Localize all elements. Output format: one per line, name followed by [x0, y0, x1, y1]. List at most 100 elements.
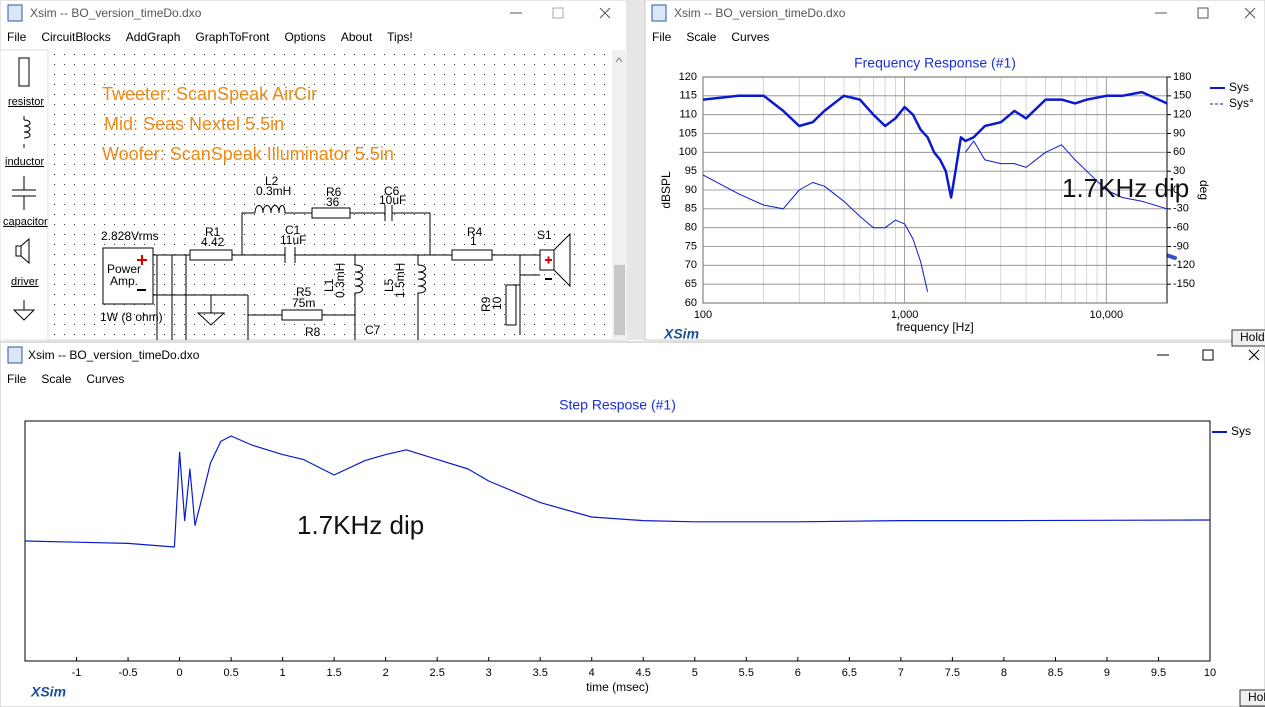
schematic-label: R6 [326, 185, 342, 199]
chart-title: Step Respose (#1) [559, 397, 676, 413]
maximize-button[interactable] [1197, 7, 1209, 19]
schematic-label: 36 [326, 195, 340, 209]
schematic-label: R5 [296, 285, 312, 299]
x-tick-label: 4.5 [636, 667, 651, 679]
schematic-note: Mid: Seas Nextel 5.5in [104, 114, 284, 134]
schematic-label: L2 [265, 174, 279, 188]
x-tick-label: 5 [692, 667, 698, 679]
x-tick-label: 6.5 [842, 667, 857, 679]
series-line [702, 90, 1168, 199]
schematic-label: 0.3mH [256, 184, 291, 198]
schematic-label: L5 [382, 278, 396, 292]
x-tick-label: 0 [177, 667, 183, 679]
palette-item[interactable]: inductor [5, 156, 44, 168]
hold-button[interactable]: Hold [1240, 330, 1265, 344]
legend-label: Sys° [1229, 96, 1254, 110]
menu-item[interactable]: Options [284, 30, 325, 44]
menu-item[interactable]: Curves [86, 372, 124, 386]
y2-tick-label: 30 [1173, 165, 1185, 177]
menu-item[interactable]: Curves [731, 30, 769, 44]
hold-button-frame[interactable] [1239, 689, 1265, 707]
watermark: XSim [663, 326, 699, 342]
y-tick-label: 90 [685, 184, 697, 196]
menu-item[interactable]: About [341, 30, 373, 44]
menu-item[interactable]: Tips! [387, 30, 413, 44]
schematic-label: 10uF [379, 193, 406, 207]
close-button[interactable] [1248, 349, 1260, 361]
palette-item[interactable]: resistor [8, 96, 44, 108]
annotation: 1.7KHz dip [297, 510, 424, 540]
x-tick-label: 5.5 [739, 667, 754, 679]
schematic-label: R8 [305, 325, 321, 339]
chart-title: Frequency Response (#1) [854, 55, 1016, 71]
maximize-button[interactable] [1202, 349, 1214, 361]
plot-area [24, 420, 1211, 662]
y2-tick-label: 120 [1173, 109, 1191, 121]
schematic-label: C6 [384, 184, 400, 198]
palette-item[interactable]: driver [11, 276, 39, 288]
series-line [964, 140, 1168, 210]
schematic-label: 1W (8 ohm) [100, 310, 163, 324]
menu-item[interactable]: CircuitBlocks [41, 30, 110, 44]
y-tick-label: 75 [685, 240, 697, 252]
window-title: Xsim -- BO_version_timeDo.dxo [30, 6, 202, 20]
x-tick-label: 2 [383, 667, 389, 679]
x-tick-label: -0.5 [119, 667, 138, 679]
y-tick-label: 115 [679, 90, 697, 102]
x-tick-label: 7.5 [945, 667, 960, 679]
schematic-label: S1 [537, 228, 552, 242]
menu-item[interactable]: File [7, 372, 27, 386]
schematic-label: 0.3mH [333, 263, 347, 298]
x-tick-label: 100 [694, 309, 712, 321]
hold-button-frame[interactable] [1231, 329, 1265, 347]
y2-tick-label: -120 [1173, 259, 1195, 271]
menu-item[interactable]: GraphToFront [195, 30, 270, 44]
schematic-label: C7 [365, 323, 381, 337]
menu-item[interactable]: File [7, 30, 27, 44]
x-axis-label: time (msec) [586, 680, 649, 694]
schematic-label: R9 [479, 296, 493, 312]
schematic-note: Tweeter: ScanSpeak AirCir [102, 84, 317, 104]
x-axis-label: frequency [Hz] [896, 320, 973, 334]
watermark: XSim [30, 684, 66, 700]
window-title: Xsim -- BO_version_timeDo.dxo [28, 348, 200, 362]
close-button[interactable] [1244, 7, 1256, 19]
schematic-label: L1 [322, 278, 336, 292]
schematic-label: 10 [490, 296, 504, 310]
y2-tick-label: -150 [1173, 278, 1195, 290]
close-button[interactable] [599, 7, 611, 19]
schematic-label: Power [107, 262, 141, 276]
schematic-label: R4 [467, 225, 483, 239]
schematic-label: 75m [292, 296, 315, 310]
x-tick-label: 9 [1104, 667, 1110, 679]
menu-item[interactable]: Scale [41, 372, 71, 386]
schematic-label: 1.5mH [393, 263, 407, 298]
x-tick-label: 8.5 [1048, 667, 1063, 679]
menu-item[interactable]: File [652, 30, 672, 44]
menu-item[interactable]: Scale [686, 30, 716, 44]
schematic [102, 205, 571, 340]
x-tick-label: 7 [898, 667, 904, 679]
schematic-label: R1 [205, 225, 221, 239]
annotation: 1.7KHz dip [1062, 173, 1189, 203]
x-tick-label: 10,000 [1089, 309, 1123, 321]
y-tick-label: 80 [685, 222, 697, 234]
y-tick-label: 100 [679, 146, 697, 158]
window-title: Xsim -- BO_version_timeDo.dxo [674, 6, 846, 20]
schematic-label: 4.42 [201, 235, 225, 249]
palette-item[interactable]: capacitor [3, 216, 48, 228]
menu-item[interactable]: AddGraph [126, 30, 181, 44]
legend-label: Sys [1231, 424, 1251, 438]
maximize-button[interactable] [552, 7, 564, 19]
x-tick-label: 1 [280, 667, 286, 679]
y-tick-label: 105 [679, 127, 697, 139]
hold-button[interactable]: Hold [1248, 690, 1265, 704]
x-tick-label: 1.5 [326, 667, 341, 679]
x-tick-label: 1,000 [891, 309, 919, 321]
x-tick-label: 3 [486, 667, 492, 679]
series-line [702, 174, 929, 292]
circuit-window: Xsim -- BO_version_timeDo.dxo File Circui… [0, 0, 628, 341]
x-tick-label: 2.5 [430, 667, 445, 679]
y-axis-label: dBSPL [659, 171, 673, 209]
